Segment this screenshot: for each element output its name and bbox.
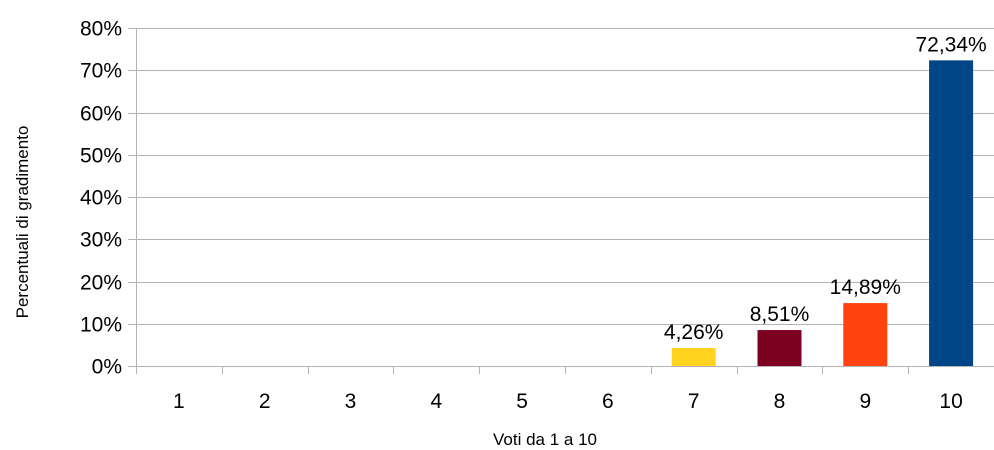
- y-tick-label: 10%: [80, 314, 122, 337]
- data-label: 4,26%: [664, 321, 724, 344]
- x-axis-title: Voti da 1 a 10: [493, 430, 597, 449]
- gridlines: [128, 28, 994, 374]
- x-tick-label: 2: [259, 390, 271, 413]
- bars: [671, 60, 974, 367]
- y-axis-ticks: 0% 10% 20% 30% 40% 50% 60% 70% 80%: [80, 18, 122, 379]
- x-tick-label: 9: [859, 390, 871, 413]
- x-tick-label: 10: [939, 390, 962, 413]
- data-label: 72,34%: [915, 33, 986, 56]
- y-tick-label: 20%: [80, 272, 122, 295]
- y-tick-label: 70%: [80, 60, 122, 83]
- x-tick-label: 1: [173, 390, 185, 413]
- y-tick-label: 40%: [80, 187, 122, 210]
- y-tick-label: 60%: [80, 103, 122, 126]
- data-label: 14,89%: [830, 276, 901, 299]
- y-tick-label: 80%: [80, 18, 122, 41]
- x-axis-ticks: 1 2 3 4 5 6 7 8 9 10: [173, 390, 963, 413]
- x-tick-label: 7: [688, 390, 700, 413]
- data-labels: 4,26% 8,51% 14,89% 72,34%: [664, 33, 987, 344]
- bar: [671, 348, 716, 366]
- y-tick-label: 50%: [80, 145, 122, 168]
- bar: [757, 330, 802, 366]
- data-label: 8,51%: [750, 303, 810, 326]
- x-tick-label: 3: [345, 390, 357, 413]
- bar: [843, 303, 888, 366]
- y-tick-label: 30%: [80, 229, 122, 252]
- y-tick-label: 0%: [92, 356, 122, 379]
- y-axis-title: Percentuali di gradimento: [13, 126, 32, 319]
- x-tick-label: 6: [602, 390, 614, 413]
- bar: [929, 60, 974, 367]
- x-tick-label: 4: [430, 390, 442, 413]
- x-tick-label: 5: [516, 390, 528, 413]
- x-tick-label: 8: [774, 390, 786, 413]
